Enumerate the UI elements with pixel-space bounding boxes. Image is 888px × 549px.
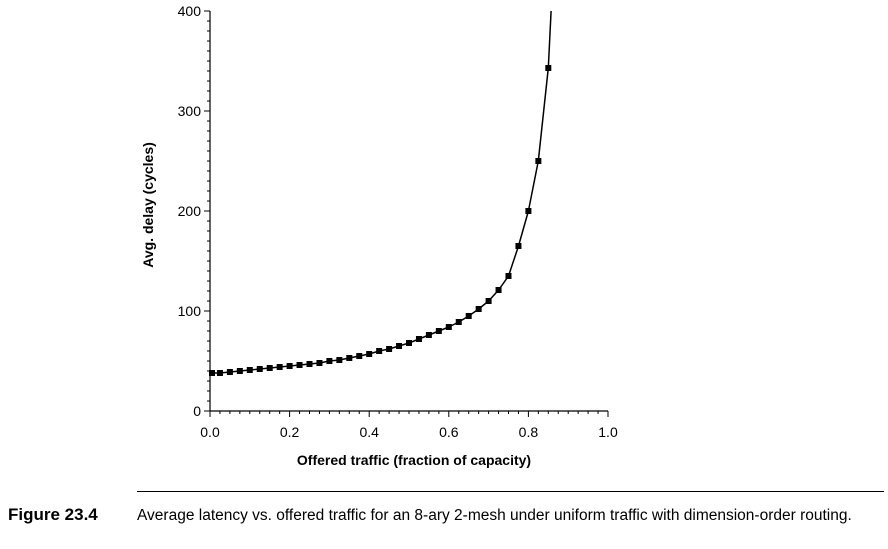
y-tick-label: 200 bbox=[178, 203, 202, 219]
data-point bbox=[236, 368, 243, 374]
x-axis-title: Offered traffic (fraction of capacity) bbox=[297, 452, 531, 468]
data-point bbox=[455, 319, 462, 325]
data-point bbox=[266, 365, 273, 371]
y-tick-label: 100 bbox=[178, 303, 202, 319]
data-point bbox=[396, 343, 403, 349]
chart-axes bbox=[204, 10, 609, 417]
figure-label: Figure 23.4 bbox=[8, 505, 98, 524]
data-point bbox=[386, 346, 393, 352]
data-point bbox=[276, 364, 283, 370]
data-point bbox=[286, 363, 293, 369]
data-point bbox=[306, 361, 313, 367]
data-point bbox=[246, 367, 253, 373]
caption-divider bbox=[137, 491, 884, 492]
data-point bbox=[415, 336, 422, 342]
data-point bbox=[356, 353, 363, 359]
data-point bbox=[535, 158, 542, 164]
data-point bbox=[545, 65, 552, 71]
series-line bbox=[212, 10, 552, 374]
x-tick-label: 1.0 bbox=[598, 424, 618, 440]
data-point bbox=[326, 358, 333, 364]
data-point bbox=[435, 328, 442, 334]
data-point bbox=[216, 370, 223, 376]
data-point bbox=[208, 370, 215, 376]
data-point bbox=[406, 340, 412, 346]
data-point bbox=[485, 298, 492, 304]
y-axis-title: Avg. delay (cycles) bbox=[140, 142, 156, 268]
y-tick-label: 0 bbox=[193, 403, 201, 419]
y-tick-label: 400 bbox=[178, 3, 202, 19]
y-tick-label: 300 bbox=[178, 103, 202, 119]
data-point bbox=[226, 369, 233, 375]
data-point bbox=[316, 360, 323, 366]
data-point bbox=[475, 306, 482, 312]
data-point bbox=[296, 362, 303, 368]
data-point bbox=[445, 324, 452, 330]
data-point bbox=[505, 273, 512, 279]
x-tick-label: 0.8 bbox=[519, 424, 539, 440]
tick-labels: 0.0 0.2 0.4 0.6 0.8 1.0 0 100 200 300 400 bbox=[178, 3, 618, 440]
data-point bbox=[376, 348, 383, 354]
data-point bbox=[495, 287, 502, 293]
x-tick-label: 0.6 bbox=[439, 424, 459, 440]
series-latency bbox=[208, 10, 552, 376]
data-point bbox=[525, 208, 532, 214]
x-tick-label: 0.4 bbox=[359, 424, 379, 440]
data-point bbox=[515, 243, 522, 249]
x-tick-label: 0.2 bbox=[280, 424, 300, 440]
figure-caption: Average latency vs. offered traffic for … bbox=[137, 507, 852, 524]
data-point bbox=[425, 332, 432, 338]
data-point bbox=[465, 313, 472, 319]
data-point bbox=[346, 355, 353, 361]
data-point bbox=[256, 366, 263, 372]
data-point bbox=[366, 351, 373, 357]
latency-chart: 0.0 0.2 0.4 0.6 0.8 1.0 0 100 200 300 400 Offered … bbox=[140, 3, 618, 468]
x-tick-label: 0.0 bbox=[200, 424, 220, 440]
data-point bbox=[336, 357, 343, 363]
